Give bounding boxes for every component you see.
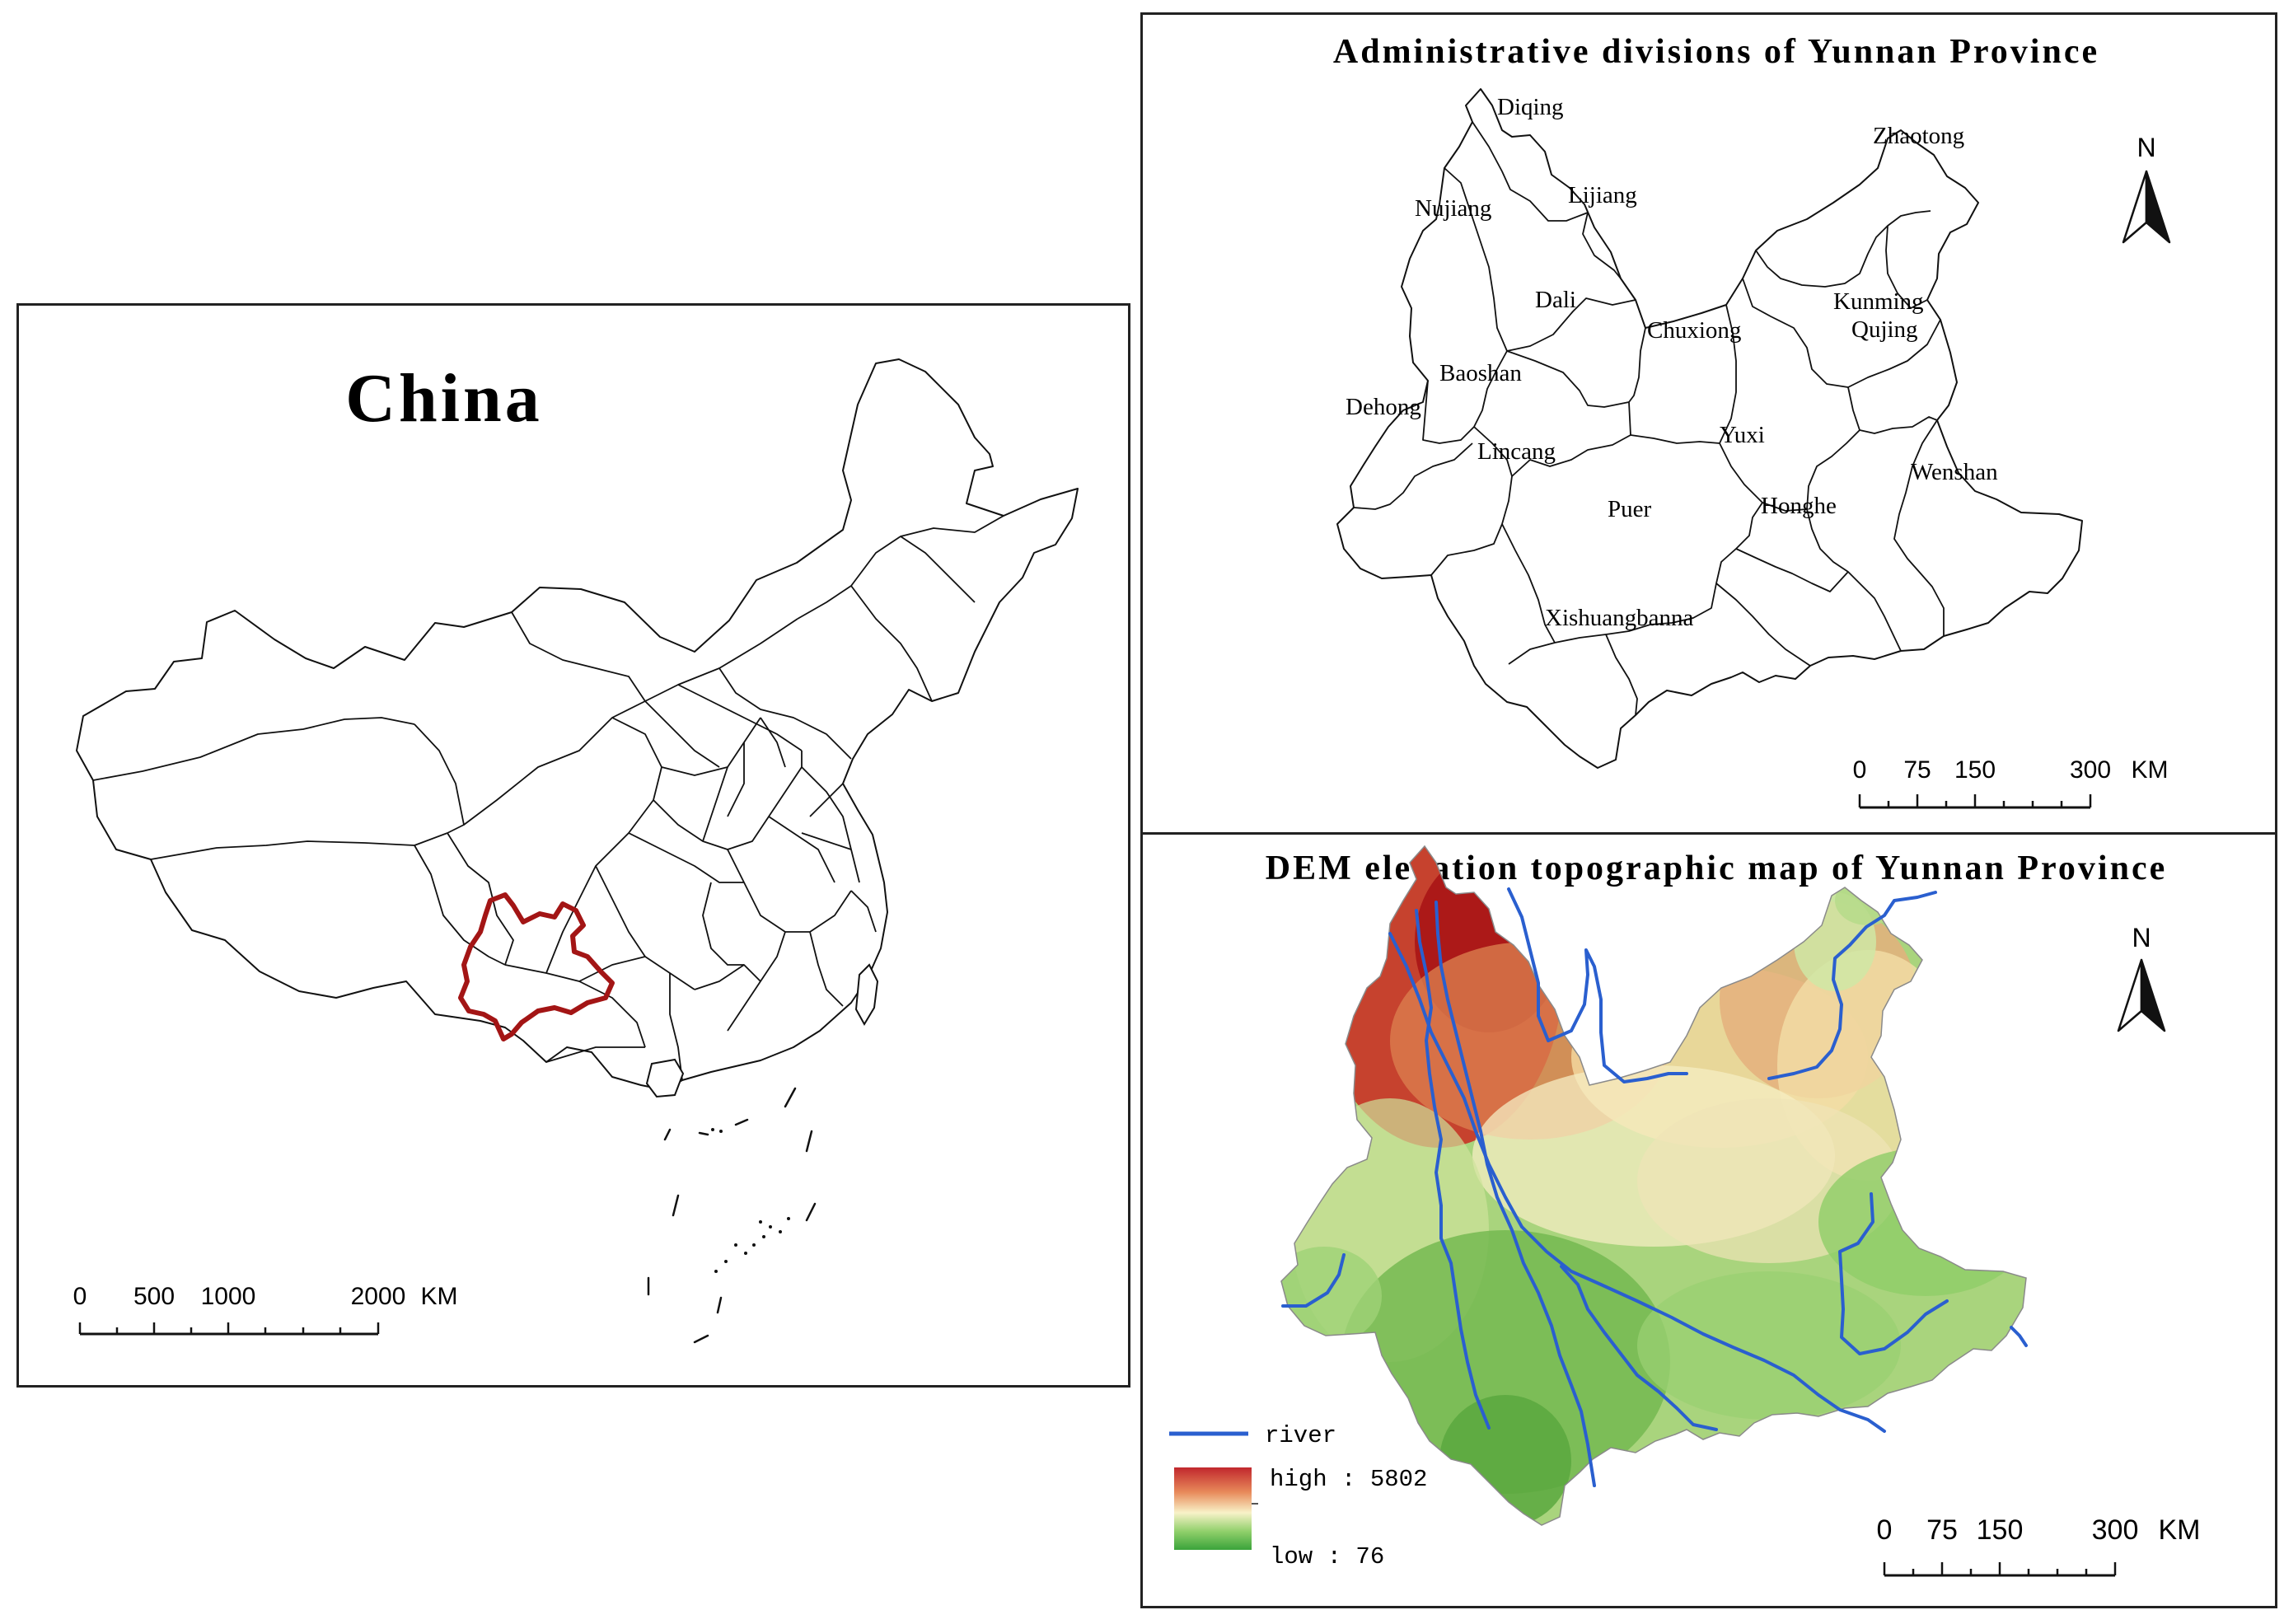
legend-river-label: river <box>1265 1422 1336 1449</box>
yunnan-admin-outline <box>1336 88 2083 769</box>
china-map-title: China <box>345 360 542 437</box>
river-lancang <box>1435 901 1596 1487</box>
label-wenshan: Wenshan <box>1911 459 1998 485</box>
dem-scale-tick-75: 75 <box>1926 1514 1958 1546</box>
china-scale-tick-500: 500 <box>133 1283 175 1310</box>
china-map-panel: China <box>16 303 1130 1388</box>
label-dehong: Dehong <box>1346 394 1421 420</box>
admin-divisions-panel: Administrative divisions of Yunnan Provi… <box>1140 12 2277 836</box>
rivers <box>1281 887 2028 1487</box>
label-baoshan: Baoshan <box>1439 360 1522 386</box>
admin-north-label: N <box>2137 133 2155 162</box>
china-map-svg: China <box>73 358 1079 1344</box>
taiwan-island <box>854 963 879 1026</box>
admin-scale-tick-75: 75 <box>1903 756 1931 784</box>
label-qujing: Qujing <box>1851 316 1918 343</box>
admin-scale-bar: 0 75 150 300 KM <box>1853 756 2169 809</box>
china-scale-tick-2000: 2000 <box>351 1283 406 1310</box>
admin-scale-tick-300: 300 <box>2070 756 2111 784</box>
admin-map-svg: Administrative divisions of Yunnan Provi… <box>1333 33 2171 809</box>
province-boundaries <box>92 515 1004 1081</box>
admin-north-arrow: N <box>2122 133 2171 244</box>
label-yuxi: Yuxi <box>1720 422 1765 448</box>
dem-scale-tick-0: 0 <box>1877 1514 1893 1546</box>
label-dali: Dali <box>1535 287 1576 313</box>
label-nujiang: Nujiang <box>1415 195 1491 222</box>
dem-north-arrow: N <box>2117 923 2166 1032</box>
river-jinsha-east <box>1767 891 1937 1080</box>
legend-high-label: high : 5802 <box>1270 1466 1427 1493</box>
label-lincang: Lincang <box>1477 438 1556 465</box>
river-jinsha-north <box>1507 887 1688 1083</box>
dem-scale-unit: KM <box>2159 1514 2201 1546</box>
prefecture-boundaries <box>1353 121 1945 716</box>
label-chuxiong: Chuxiong <box>1647 317 1741 344</box>
dem-scale-tick-300: 300 <box>2092 1514 2139 1546</box>
label-zhaotong: Zhaotong <box>1873 123 1964 149</box>
dem-terrain <box>1281 846 2026 1525</box>
river-nu <box>1415 909 1491 1430</box>
china-scale-tick-0: 0 <box>73 1283 87 1310</box>
dem-scale-tick-150: 150 <box>1977 1514 2024 1546</box>
river-southwest <box>1281 1253 1346 1308</box>
dem-legend: river high : 5802 low : 76 <box>1169 1422 1427 1570</box>
river-nanpan <box>1838 1192 1949 1355</box>
china-outline <box>76 358 1079 1091</box>
south-china-sea-islands <box>647 1087 817 1344</box>
admin-scale-tick-0: 0 <box>1853 756 1867 784</box>
label-lijiang: Lijiang <box>1568 182 1637 208</box>
hainan-island <box>645 1058 685 1098</box>
dem-map-svg: DEM elevation topographic map of Yunnan … <box>1169 845 2201 1577</box>
china-scale-unit: KM <box>421 1283 458 1310</box>
dem-map-title: DEM elevation topographic map of Yunnan … <box>1266 849 2168 887</box>
admin-scale-unit: KM <box>2132 756 2169 784</box>
dem-yunnan-outline <box>1280 845 2027 1526</box>
label-xishuangbanna: Xishuangbanna <box>1545 605 1694 631</box>
south-china-sea-dots <box>711 1128 790 1273</box>
dem-elevation-panel: DEM elevation topographic map of Yunnan … <box>1140 832 2277 1608</box>
label-kunming: Kunming <box>1833 288 1924 315</box>
dem-scale-bar: 0 75 150 300 KM <box>1877 1514 2201 1577</box>
legend-elevation-ramp <box>1174 1467 1252 1550</box>
river-honghe <box>1560 1265 1718 1431</box>
label-puer: Puer <box>1608 496 1652 522</box>
admin-scale-tick-150: 150 <box>1954 756 1996 784</box>
river-southeast <box>2010 1326 2028 1347</box>
admin-map-title: Administrative divisions of Yunnan Provi… <box>1333 33 2099 71</box>
label-diqing: Diqing <box>1497 94 1564 120</box>
china-scale-tick-1000: 1000 <box>201 1283 256 1310</box>
legend-low-label: low : 76 <box>1270 1543 1384 1570</box>
china-scale-bar: 0 500 1000 2000 KM <box>73 1283 458 1336</box>
river-jinsha <box>1388 932 1886 1433</box>
label-honghe: Honghe <box>1761 493 1837 519</box>
city-labels: Diqing Zhaotong Lijiang Nujiang Dali Kun… <box>1346 94 1998 631</box>
yunnan-highlight <box>458 892 615 1041</box>
dem-north-label: N <box>2132 923 2151 952</box>
